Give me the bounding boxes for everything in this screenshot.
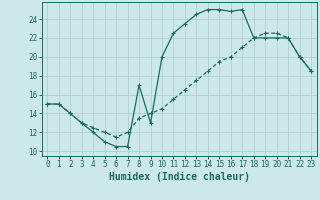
X-axis label: Humidex (Indice chaleur): Humidex (Indice chaleur) (109, 172, 250, 182)
